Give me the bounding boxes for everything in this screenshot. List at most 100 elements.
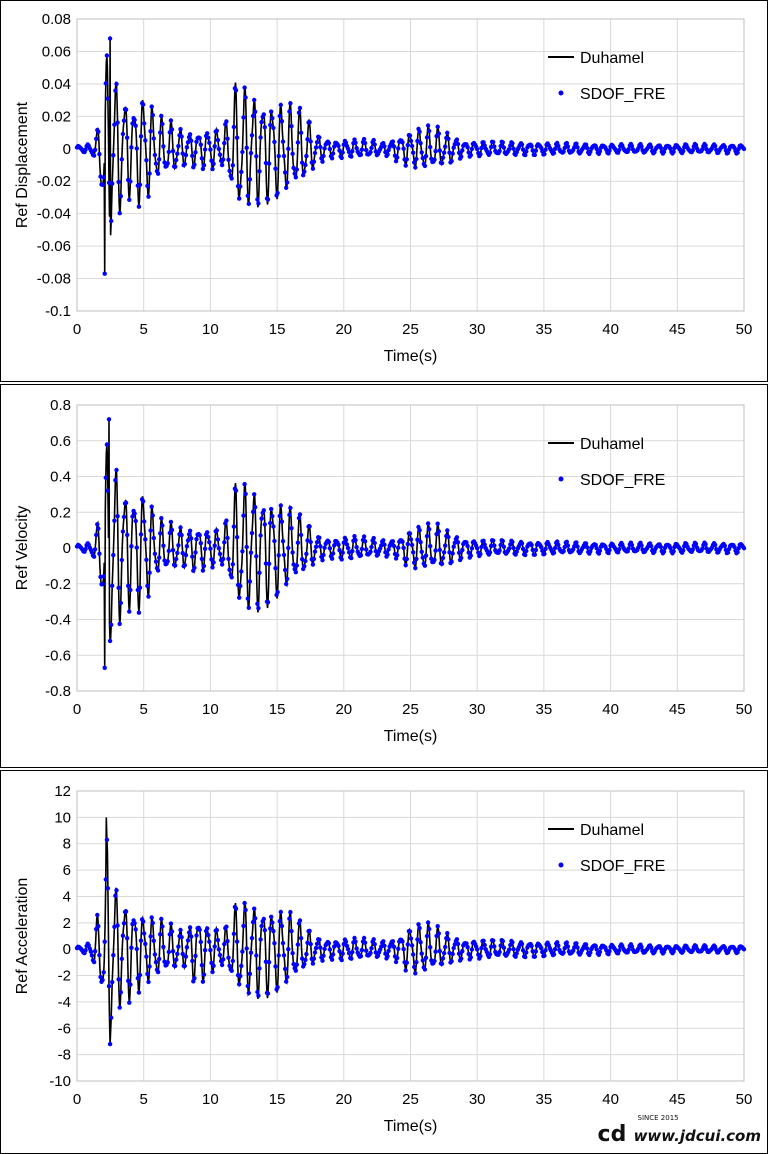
- sdof-fre-point: [700, 546, 705, 551]
- sdof-fre-point: [183, 552, 189, 558]
- sdof-fre-point: [339, 155, 344, 161]
- sdof-fre-point: [498, 943, 503, 948]
- sdof-fre-point: [216, 146, 222, 152]
- sdof-fre-point: [507, 947, 512, 952]
- sdof-fre-point: [337, 949, 342, 954]
- sdof-fre-point: [364, 948, 369, 953]
- sdof-fre-point: [304, 551, 309, 557]
- sdof-fre-point: [468, 955, 473, 960]
- y-axis-label: Ref Acceleration: [14, 878, 31, 995]
- sdof-fre-point: [111, 552, 116, 558]
- y-tick-label: 0.08: [42, 11, 71, 28]
- sdof-fre-point: [262, 928, 267, 933]
- sdof-fre-point: [320, 558, 325, 563]
- sdof-fre-point: [417, 925, 422, 931]
- sdof-fre-point: [321, 552, 326, 558]
- sdof-fre-point: [361, 534, 367, 539]
- sdof-fre-point: [153, 960, 159, 965]
- sdof-fre-point: [157, 157, 162, 162]
- sdof-fre-point: [312, 549, 318, 554]
- sdof-fre-point: [134, 146, 139, 151]
- x-tick-label: 10: [202, 701, 219, 718]
- sdof-fre-point: [168, 519, 174, 525]
- x-tick-label: 0: [73, 1091, 81, 1108]
- sdof-fre-point: [96, 923, 101, 929]
- sdof-fre-point: [362, 140, 368, 146]
- sdof-fre-point: [200, 979, 206, 984]
- sdof-fre-point: [327, 146, 333, 152]
- sdof-fre-point: [390, 939, 396, 944]
- sdof-fre-point: [95, 912, 100, 918]
- sdof-fre-point: [296, 515, 302, 521]
- sdof-fre-point: [241, 115, 246, 120]
- sdof-fre-point: [288, 910, 293, 915]
- sdof-fre-point: [271, 524, 276, 529]
- sdof-fre-point: [116, 585, 121, 590]
- y-tick-label: -0.8: [45, 683, 71, 700]
- sdof-fre-point: [343, 537, 349, 543]
- sdof-fre-point: [349, 555, 354, 561]
- sdof-fre-point: [400, 939, 405, 944]
- sdof-fre-point: [202, 948, 208, 953]
- sdof-fre-point: [561, 548, 566, 554]
- sdof-fre-point: [690, 148, 695, 153]
- sdof-fre-point: [175, 550, 180, 556]
- sdof-fre-point: [234, 135, 240, 140]
- sdof-fre-point: [361, 136, 367, 142]
- sdof-fre-point: [142, 519, 147, 524]
- sdof-fre-point: [413, 165, 418, 170]
- sdof-fre-point: [273, 166, 278, 171]
- sdof-fre-point: [575, 945, 580, 950]
- sdof-fre-point: [212, 944, 217, 949]
- y-tick-label: 0.6: [50, 433, 71, 450]
- sdof-fre-point: [109, 622, 114, 627]
- sdof-fre-point: [277, 113, 282, 119]
- x-tick-label: 25: [402, 1091, 419, 1108]
- sdof-fre-point: [583, 142, 589, 147]
- sdof-fre-point: [456, 951, 462, 956]
- sdof-fre-point: [445, 130, 450, 135]
- sdof-fre-point: [626, 147, 631, 152]
- sdof-fre-point: [265, 991, 271, 996]
- sdof-fre-point: [681, 548, 686, 553]
- sdof-fre-point: [287, 916, 292, 921]
- sdof-fre-point: [278, 909, 283, 915]
- sdof-fre-point: [237, 982, 242, 987]
- sdof-fre-point: [270, 116, 275, 121]
- sdof-fre-point: [170, 949, 176, 954]
- sdof-fre-point: [539, 145, 544, 151]
- sdof-fre-point: [221, 157, 226, 162]
- sdof-fre-point: [451, 145, 456, 150]
- sdof-fre-point: [186, 532, 192, 537]
- sdof-fre-point: [307, 524, 312, 529]
- sdof-fre-point: [133, 123, 138, 128]
- sdof-fre-point: [148, 129, 153, 134]
- sdof-fre-point: [326, 941, 332, 946]
- sdof-fre-point: [713, 542, 718, 548]
- sdof-fre-point: [661, 149, 667, 155]
- sdof-fre-point: [441, 550, 447, 555]
- sdof-fre-point: [268, 520, 273, 526]
- sdof-fre-point: [150, 112, 155, 118]
- site-logo: cd: [597, 1122, 627, 1147]
- sdof-fre-point: [639, 144, 644, 149]
- sdof-fre-point: [411, 150, 416, 155]
- sdof-fre-point: [732, 544, 737, 550]
- sdof-fre-point: [464, 941, 469, 946]
- sdof-fre-point: [110, 181, 115, 186]
- sdof-fre-point: [385, 152, 390, 157]
- sdof-fre-point: [524, 950, 529, 955]
- sdof-fre-point: [186, 930, 192, 935]
- sdof-fre-point: [275, 190, 280, 196]
- sdof-fre-point: [147, 964, 152, 969]
- sdof-fre-point: [247, 579, 253, 584]
- sdof-fre-point: [179, 935, 184, 940]
- sdof-fre-point: [110, 979, 115, 985]
- sdof-fre-point: [353, 537, 358, 543]
- sdof-fre-point: [141, 919, 146, 924]
- sdof-fre-point: [115, 514, 120, 519]
- sdof-fre-point: [532, 954, 537, 959]
- sdof-fre-point: [523, 954, 528, 960]
- site-watermark: cd SINCE 2015 www.jdcui.com: [597, 1114, 761, 1147]
- sdof-fre-point: [83, 948, 88, 953]
